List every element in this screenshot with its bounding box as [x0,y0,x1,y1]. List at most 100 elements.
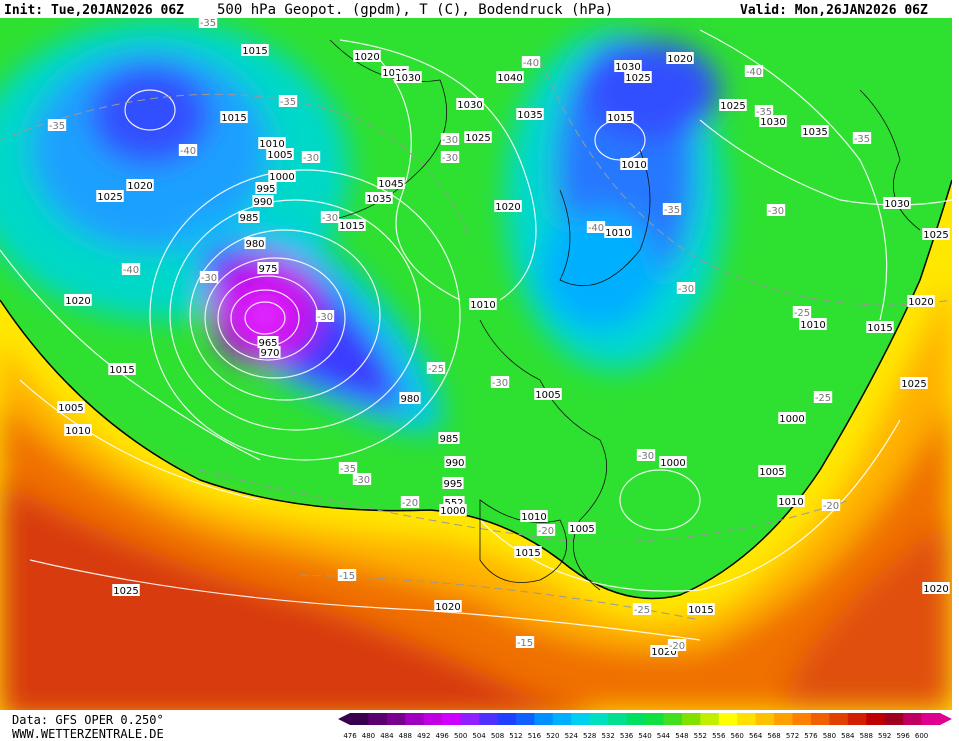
colorbar-swatch [552,713,572,725]
pressure-label: 1010 [605,228,630,239]
pressure-label-group: 995 [442,477,464,490]
pressure-label-group: 1010 [64,424,92,437]
pressure-label: 970 [260,348,279,359]
temperature-label-group: -35 [198,16,218,29]
pressure-label: 1015 [607,113,632,124]
colorbar-label: 500 [454,732,467,740]
temperature-label-box [632,603,652,615]
map-title: 500 hPa Geopot. (gpdm), T (C), Bodendruc… [217,2,613,18]
pressure-label: 1005 [535,390,560,401]
pressure-label-group: 980 [399,392,421,405]
pressure-label: 1020 [908,297,933,308]
pressure-label: 1020 [495,202,520,213]
temperature-label-box [636,449,656,461]
pressure-label: 1015 [688,605,713,616]
colorbar-swatch [810,713,830,725]
pressure-label: 1000 [269,172,294,183]
pressure-label-box [259,346,281,358]
pressure-label: 1005 [569,524,594,535]
temperature-label-box [766,204,786,216]
temperature-label-box [676,282,696,294]
pressure-label: 1015 [109,365,134,376]
pressure-label-group: 995 [255,182,277,195]
pressure-label-group: 1030 [614,60,642,73]
temperature-label: -40 [523,58,539,69]
colorbar-label: 588 [860,732,873,740]
pressure-label: 1035 [366,194,391,205]
pressure-label-box [266,148,294,160]
pressure-label-box [568,522,596,534]
temperature-label-box [199,271,219,283]
pressure-label: 1030 [884,199,909,210]
site-url: WWW.WETTERZENTRALE.DE [12,727,164,741]
colorbar-swatch [792,713,812,725]
temperature-label-box [121,263,141,275]
temperature-label-box [852,132,872,144]
temperature-label-group: -35 [47,119,67,132]
colorbar-swatch [921,713,941,725]
pressure-label-box [687,603,715,615]
pressure-label: 1010 [470,300,495,311]
pressure-label-group: 1025 [719,99,747,112]
pressure-label-box [759,115,787,127]
pressure-label-group: 965 [257,336,279,349]
pressure-label-box [126,179,154,191]
temperature-label-group: -40 [586,221,606,234]
colorbar-swatch [681,713,701,725]
pressure-label: 1020 [354,52,379,63]
colorbar-label: 480 [362,732,375,740]
colorbar-label: 476 [343,732,357,740]
pressure-label-group: 1010 [777,495,805,508]
pressure-label-box [666,52,694,64]
pressure-label-box [338,219,366,231]
pressure-label-box [353,50,381,62]
temperature-label: -15 [517,638,533,649]
pressure-label: 985 [239,213,258,224]
pressure-label-group: 1020 [666,52,694,65]
pressure-label-box [922,228,950,240]
pressure-label: 1010 [65,426,90,437]
pressure-label: 1025 [901,379,926,390]
temperature-label-group: -30 [352,473,372,486]
colorbar-arrow-right [940,713,952,725]
temperature-label-box [301,151,321,163]
pressure-label-group: 1010 [520,510,548,523]
colorbar-swatch [534,713,554,725]
pressure-label-group: 1005 [266,148,294,161]
temperature-label: -35 [756,107,772,118]
pressure-label-group: 1025 [112,584,140,597]
pressure-label-group: 1025 [922,228,950,241]
pressure-label: 1030 [395,73,420,84]
colorbar-swatch [700,713,720,725]
valid-time: Valid: Mon,26JAN2026 06Z [740,3,928,18]
pressure-label-box [241,44,269,56]
pressure-label: 1000 [779,414,804,425]
colorbar-swatch [903,713,923,725]
colorbar-swatch [368,713,388,725]
temperature-label-group: -20 [400,496,420,509]
pressure-label-group: 1020 [353,50,381,63]
temperature-label-group: -30 [440,133,460,146]
temperature-label: -30 [354,475,370,486]
temperature-label-group: -35 [852,132,872,145]
temperature-label-group: -20 [667,639,687,652]
pressure-label-box [516,108,544,120]
pressure-label-group: 1005 [57,401,85,414]
temperature-label: -30 [201,273,217,284]
pressure-label-group: 1020 [922,582,950,595]
pressure-label-box [64,424,92,436]
colorbar-label: 536 [620,732,634,740]
pressure-label-group: 1020 [907,295,935,308]
colorbar-label: 492 [417,732,430,740]
colorbar-label: 600 [915,732,928,740]
pressure-label: 1005 [58,403,83,414]
colorbar-label: 544 [657,732,671,740]
pressure-label-box [257,336,279,348]
temperature-label-group: -30 [440,151,460,164]
temperature-label-box [521,56,541,68]
temperature-label-box [337,569,357,581]
pressure-label-group: 1030 [759,115,787,128]
pressure-label: 1015 [339,221,364,232]
pressure-label-group: 1010 [604,226,632,239]
temperature-label: -40 [746,67,762,78]
